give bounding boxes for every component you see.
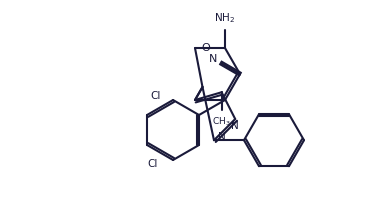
Text: CH$_3$: CH$_3$: [212, 115, 231, 128]
Text: O: O: [201, 43, 210, 53]
Text: N: N: [218, 132, 226, 142]
Text: Cl: Cl: [148, 159, 158, 169]
Text: N: N: [231, 121, 239, 131]
Text: NH$_2$: NH$_2$: [214, 11, 235, 25]
Text: N: N: [209, 54, 217, 64]
Text: Cl: Cl: [151, 91, 161, 101]
